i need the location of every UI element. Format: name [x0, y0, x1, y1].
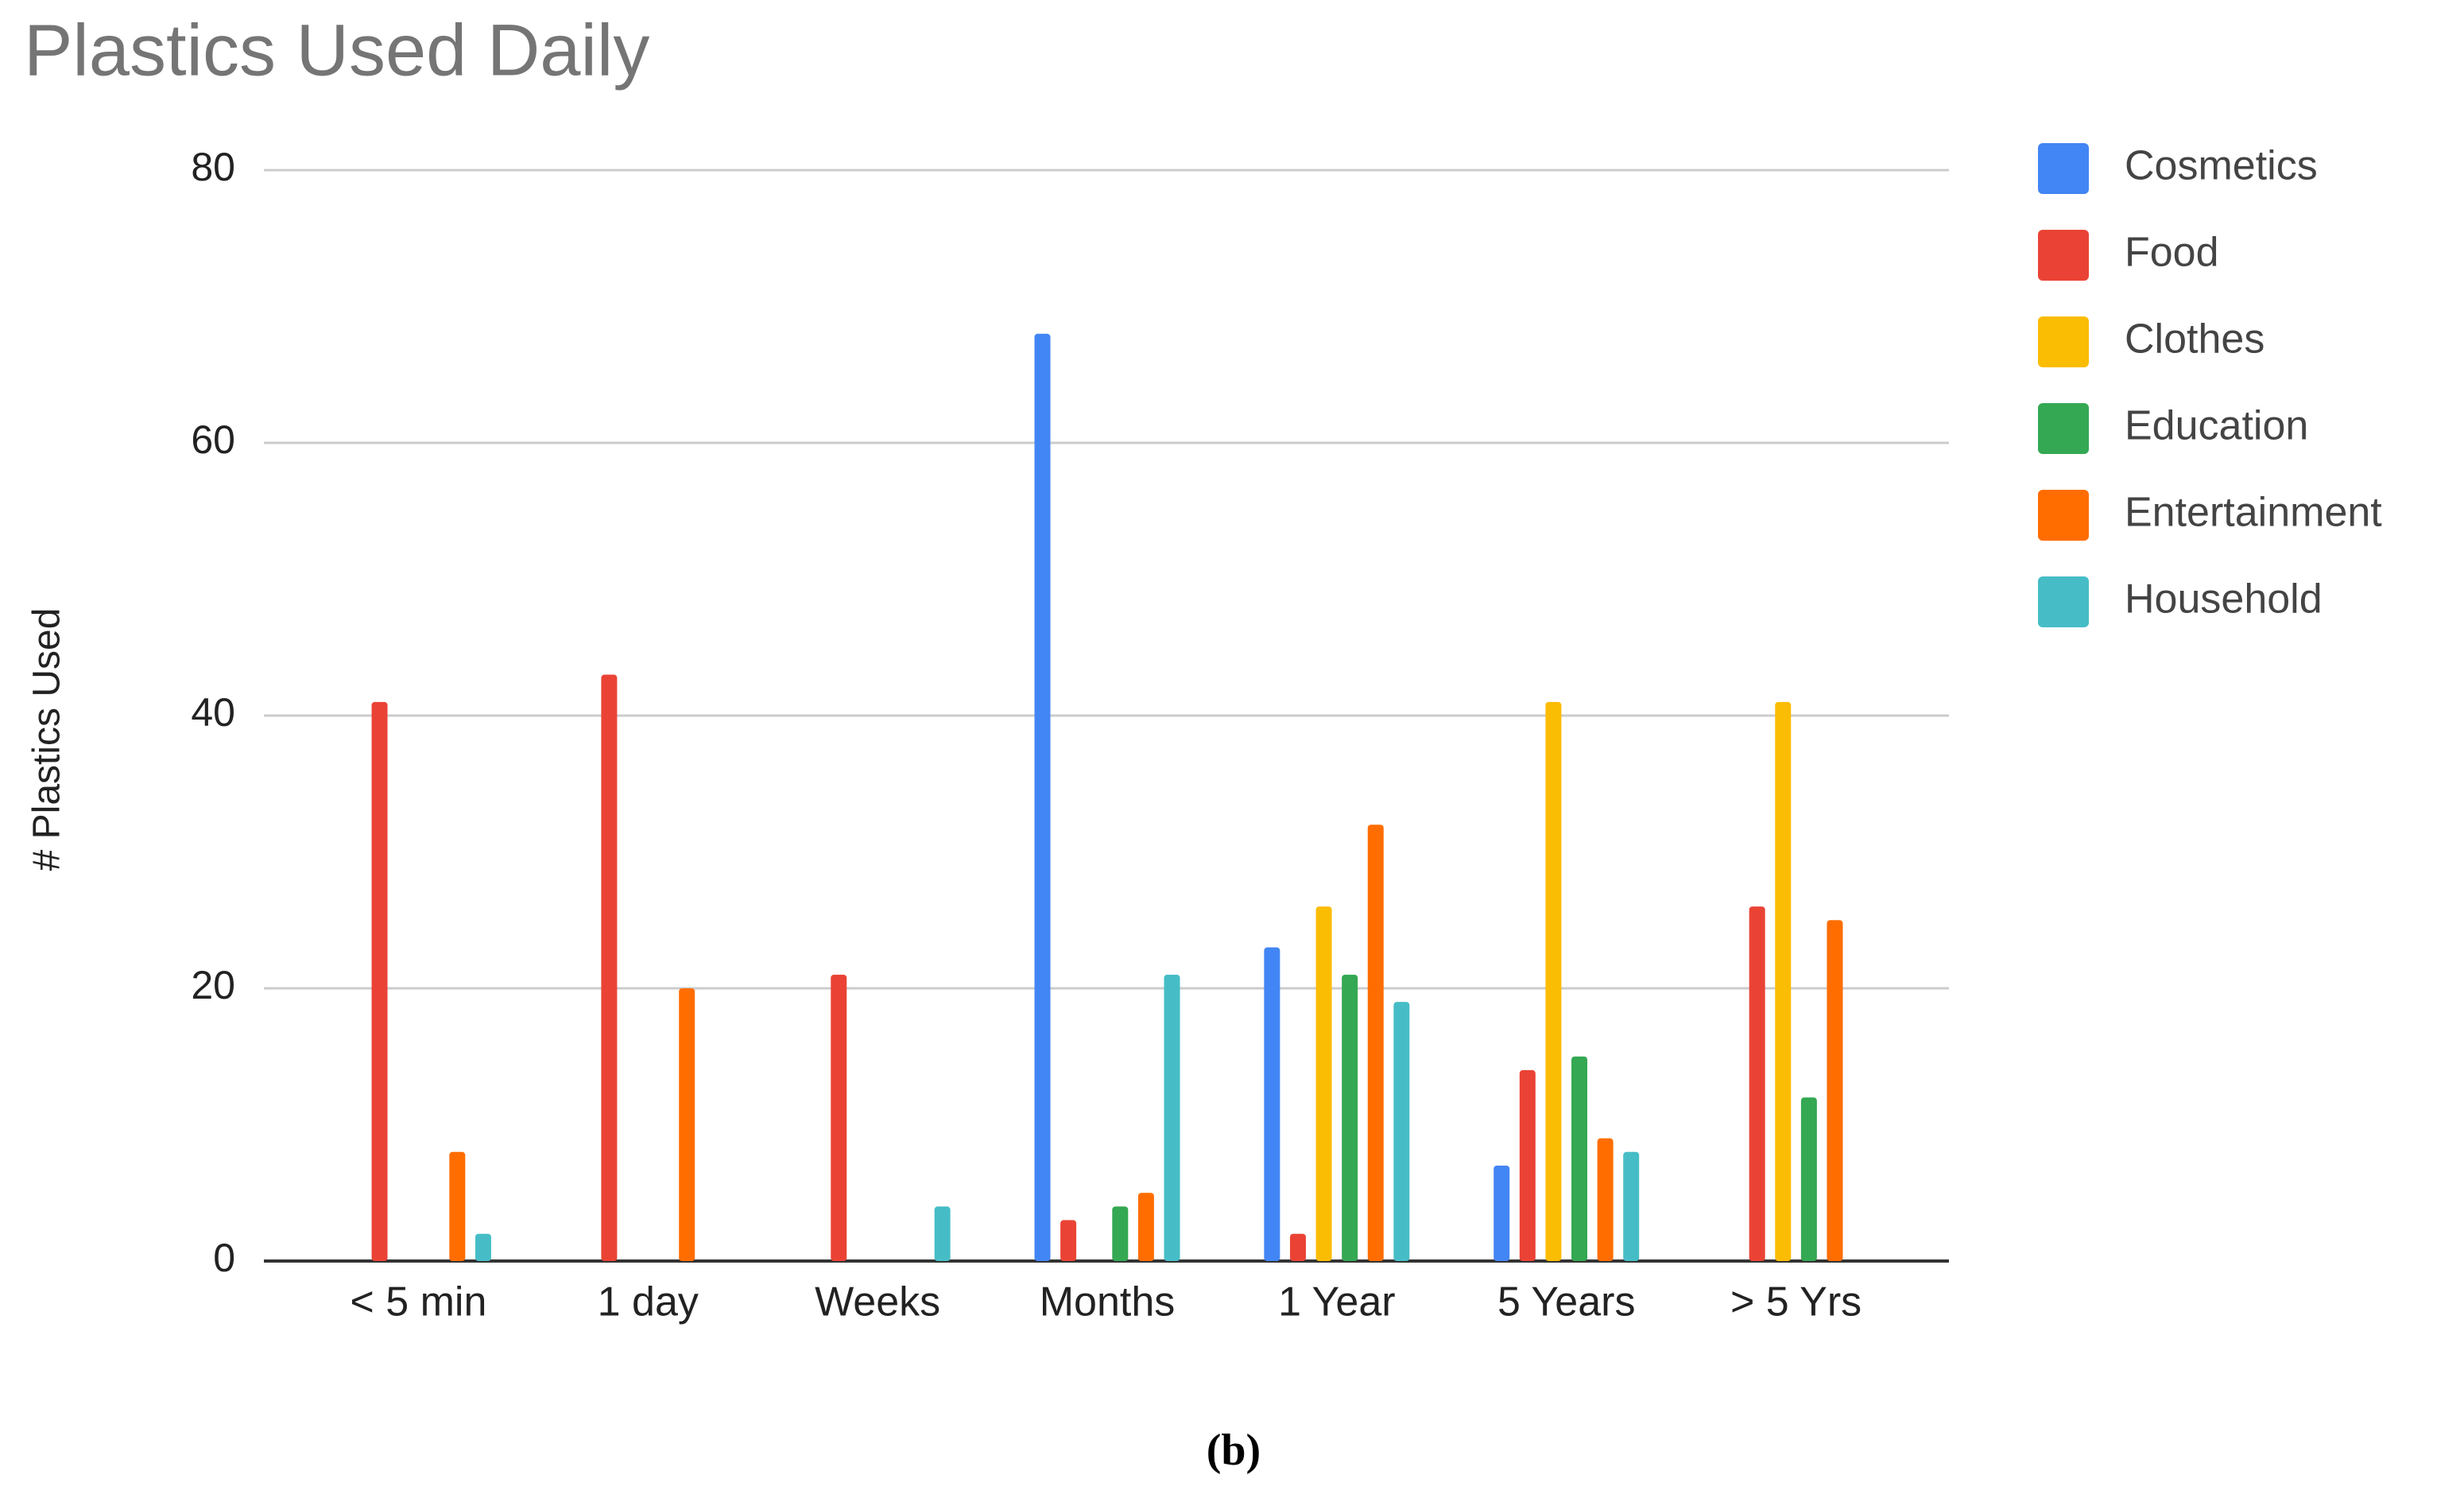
legend-swatch [2038, 490, 2089, 541]
legend-swatch [2038, 576, 2089, 627]
caption: (b) [1207, 1426, 1261, 1475]
bar [831, 974, 847, 1261]
bar [1393, 1002, 1410, 1261]
bar [1060, 1220, 1077, 1261]
legend-label: Education [2125, 403, 2308, 449]
bar [449, 1151, 466, 1261]
chart-title: Plastics Used Daily [24, 10, 649, 91]
bar [1775, 701, 1792, 1261]
y-axis-label: # Plastics Used [26, 608, 68, 871]
bar [1315, 906, 1332, 1261]
x-tick-label: > 5 Yrs [1730, 1279, 1862, 1325]
y-tick-label: 0 [213, 1236, 235, 1280]
x-tick-label: 1 day [598, 1279, 699, 1325]
legend-label: Cosmetics [2125, 143, 2318, 189]
bar [1264, 947, 1280, 1261]
bar [1494, 1165, 1510, 1261]
bar [1112, 1206, 1129, 1261]
bar [1519, 1069, 1536, 1261]
y-tick-label: 60 [191, 417, 235, 462]
bar [1034, 333, 1051, 1261]
bar [475, 1233, 491, 1261]
bar [1623, 1151, 1640, 1261]
legend-label: Household [2125, 576, 2323, 623]
bar [601, 674, 618, 1261]
legend-label: Food [2125, 230, 2219, 276]
legend-swatch [2038, 316, 2089, 367]
bar [1749, 906, 1765, 1261]
x-tick-label: Months [1040, 1279, 1176, 1325]
bar [371, 701, 388, 1261]
bar [1800, 1097, 1817, 1261]
bar [1164, 974, 1180, 1261]
legend-swatch [2038, 143, 2089, 194]
legend-label: Entertainment [2125, 490, 2382, 536]
legend-label: Clothes [2125, 316, 2264, 363]
bar [1367, 825, 1384, 1261]
bar [1289, 1233, 1306, 1261]
bar [1545, 701, 1562, 1261]
legend-swatch [2038, 230, 2089, 281]
legend-swatch [2038, 403, 2089, 454]
y-tick-label: 20 [191, 963, 235, 1007]
x-tick-label: 1 Year [1278, 1279, 1396, 1325]
x-tick-label: Weeks [815, 1279, 940, 1325]
bar [1597, 1138, 1614, 1261]
y-tick-label: 40 [191, 690, 235, 735]
y-tick-label: 80 [191, 145, 235, 189]
x-tick-label: 5 Years [1497, 1279, 1636, 1325]
bar [1827, 920, 1843, 1261]
bar [1342, 974, 1358, 1261]
bar [1571, 1056, 1588, 1261]
bar [934, 1206, 951, 1261]
bar [679, 988, 695, 1261]
x-tick-label: < 5 min [350, 1279, 486, 1325]
bar [1137, 1193, 1154, 1261]
